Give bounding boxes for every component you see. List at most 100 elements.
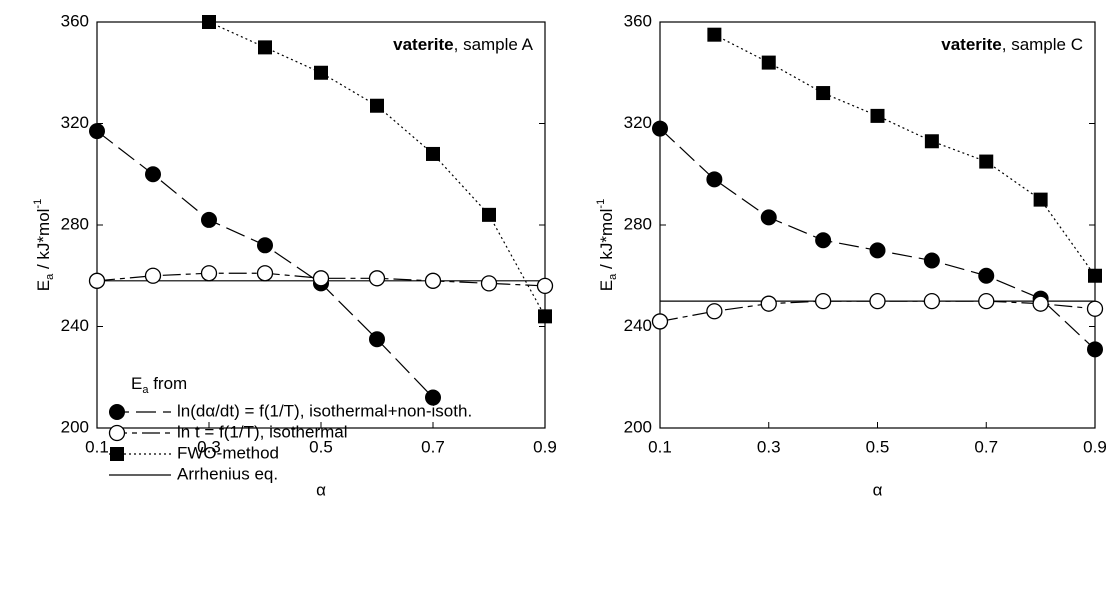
- series-line: [660, 128, 1095, 350]
- marker: [978, 292, 995, 310]
- y-axis-label: Ea / kJ*mol-1: [32, 199, 56, 291]
- y-tick-label: 240: [61, 316, 89, 335]
- legend-marker: [109, 404, 125, 420]
- legend-label: ln t = f(1/T), isothermal: [177, 422, 348, 441]
- marker: [814, 292, 832, 310]
- marker: [979, 154, 994, 169]
- x-axis-label: α: [316, 480, 326, 499]
- legend-title-main: E: [131, 374, 142, 393]
- x-tick-label: 0.3: [757, 437, 781, 456]
- marker: [258, 40, 272, 55]
- marker: [869, 242, 886, 259]
- marker: [200, 265, 218, 282]
- marker: [312, 270, 330, 287]
- y-tick-label: 240: [624, 316, 652, 335]
- y-tick-label: 320: [61, 113, 89, 132]
- legend-marker: [108, 424, 126, 442]
- marker: [760, 209, 777, 226]
- plot-frame: [96, 21, 546, 429]
- marker: [707, 27, 722, 42]
- marker: [815, 232, 832, 249]
- panel: 200 240 280 320 360 0.1 0.3 0.5 0.7 0.9 α Ea / kJ*m…: [595, 11, 1106, 499]
- marker: [706, 171, 723, 188]
- y-label-rest: / kJ*mol: [34, 209, 53, 274]
- legend-title-sub: a: [142, 384, 149, 396]
- marker: [1086, 300, 1104, 317]
- x-tick-label: 0.3: [197, 437, 221, 456]
- annotation: vaterite, sample C: [941, 35, 1083, 54]
- marker: [538, 309, 552, 324]
- legend-label: ln(dα/dt) = f(1/T), isothermal+non-isoth…: [177, 401, 472, 420]
- marker: [257, 237, 273, 254]
- marker: [651, 313, 669, 330]
- y-tick-label: 200: [61, 417, 89, 436]
- marker: [144, 267, 162, 284]
- series-line: [714, 34, 1095, 277]
- marker: [1033, 192, 1048, 207]
- y-tick-label: 280: [61, 214, 89, 233]
- x-tick-label: 0.1: [648, 437, 672, 456]
- marker: [314, 65, 328, 80]
- marker: [89, 123, 105, 140]
- marker: [760, 295, 777, 312]
- marker: [923, 252, 940, 269]
- y-axis-label: Ea / kJ*mol-1: [595, 199, 619, 291]
- y-label-sup: -1: [595, 199, 607, 209]
- y-tick-label: 320: [624, 113, 652, 132]
- x-axis-label: α: [873, 480, 883, 499]
- panel: 200 240 280 320 360 0.1 0.3 0.5 0.7 0.9 α Ea / kJ*m…: [32, 11, 557, 499]
- x-tick-label: 0.1: [85, 437, 109, 456]
- series-line: [660, 300, 1095, 323]
- y-tick-label: 360: [624, 11, 652, 30]
- y-tick-label: 280: [624, 214, 652, 233]
- annotation-text: , sample A: [454, 35, 534, 54]
- marker: [1032, 295, 1049, 312]
- marker: [424, 272, 442, 289]
- x-tick-label: 0.7: [421, 437, 445, 456]
- marker: [1087, 341, 1103, 358]
- marker: [923, 292, 941, 310]
- marker: [978, 267, 995, 284]
- legend-title-rest: from: [148, 374, 187, 393]
- marker: [536, 277, 554, 295]
- annotation-text: , sample C: [1002, 35, 1083, 54]
- marker: [145, 166, 161, 183]
- marker: [369, 331, 385, 348]
- annotation: vaterite, sample A: [393, 35, 534, 54]
- y-label-main: E: [34, 280, 53, 291]
- marker: [1088, 268, 1102, 283]
- marker: [816, 86, 831, 101]
- marker: [202, 15, 216, 29]
- x-tick-label: 0.9: [1083, 437, 1106, 456]
- plot-frame: [659, 21, 1096, 429]
- marker: [368, 270, 386, 287]
- legend-label: Arrhenius eq.: [177, 464, 278, 483]
- marker: [652, 120, 668, 137]
- marker: [88, 272, 106, 289]
- marker: [869, 292, 886, 310]
- marker: [370, 98, 384, 113]
- marker: [480, 275, 498, 292]
- marker: [924, 134, 939, 149]
- legend-marker: [110, 447, 124, 461]
- marker: [706, 303, 723, 320]
- marker: [425, 389, 441, 406]
- x-tick-label: 0.7: [974, 437, 998, 456]
- marker: [426, 146, 440, 161]
- annotation-bold: vaterite: [941, 35, 1001, 54]
- x-tick-label: 0.5: [309, 437, 333, 456]
- y-tick-label: 200: [624, 417, 652, 436]
- marker: [870, 108, 885, 123]
- y-label-rest: / kJ*mol: [597, 209, 616, 274]
- y-label-sub: a: [44, 273, 56, 280]
- marker: [761, 55, 776, 70]
- x-tick-label: 0.9: [533, 437, 557, 456]
- y-label-main: E: [597, 280, 616, 291]
- legend-label: FWO-method: [177, 443, 279, 462]
- marker: [256, 265, 274, 282]
- y-tick-label: 360: [61, 11, 89, 30]
- x-tick-label: 0.5: [866, 437, 890, 456]
- marker: [482, 207, 496, 222]
- marker: [201, 211, 217, 228]
